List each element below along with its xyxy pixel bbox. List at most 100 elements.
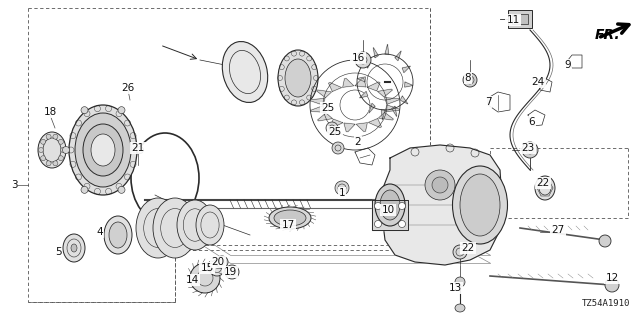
Text: 18: 18 (44, 107, 56, 117)
Text: 15: 15 (200, 263, 214, 273)
Ellipse shape (63, 234, 85, 262)
Polygon shape (344, 123, 355, 132)
Polygon shape (362, 60, 370, 68)
Text: 24: 24 (531, 77, 545, 87)
Polygon shape (317, 113, 332, 121)
Circle shape (355, 52, 371, 68)
Text: 3: 3 (11, 180, 17, 190)
Polygon shape (385, 98, 399, 104)
Polygon shape (369, 119, 381, 127)
Polygon shape (385, 105, 399, 112)
Text: 7: 7 (484, 97, 492, 107)
Circle shape (46, 161, 51, 166)
Circle shape (332, 142, 344, 154)
Text: 8: 8 (465, 73, 471, 83)
Polygon shape (310, 98, 325, 105)
Circle shape (463, 73, 477, 87)
Text: 19: 19 (223, 267, 237, 277)
Circle shape (374, 203, 381, 210)
Ellipse shape (83, 124, 123, 176)
Text: 5: 5 (54, 247, 61, 257)
Ellipse shape (278, 50, 318, 106)
Polygon shape (357, 77, 365, 82)
Text: 20: 20 (211, 257, 225, 267)
Polygon shape (395, 51, 401, 61)
Polygon shape (360, 91, 367, 98)
Text: 22: 22 (536, 178, 550, 188)
Text: 23: 23 (522, 143, 534, 153)
Text: 14: 14 (186, 275, 198, 285)
Polygon shape (378, 112, 394, 120)
Circle shape (522, 142, 538, 158)
Ellipse shape (109, 222, 127, 248)
Text: 10: 10 (381, 205, 395, 215)
Ellipse shape (460, 174, 500, 236)
Ellipse shape (75, 113, 131, 187)
Ellipse shape (269, 207, 311, 229)
Text: 12: 12 (605, 273, 619, 283)
Circle shape (46, 134, 51, 139)
Text: 4: 4 (97, 227, 103, 237)
Polygon shape (373, 47, 378, 58)
Ellipse shape (153, 198, 197, 258)
Polygon shape (385, 44, 388, 54)
Text: 1: 1 (339, 188, 346, 198)
Circle shape (374, 220, 381, 228)
Text: 22: 22 (461, 243, 475, 253)
Circle shape (40, 156, 45, 161)
Circle shape (53, 134, 58, 139)
Polygon shape (392, 106, 397, 116)
Polygon shape (382, 145, 502, 265)
Text: 25: 25 (328, 127, 342, 137)
Circle shape (38, 148, 44, 153)
Ellipse shape (216, 256, 228, 268)
Circle shape (53, 161, 58, 166)
Polygon shape (372, 200, 408, 230)
Polygon shape (400, 96, 408, 104)
Polygon shape (355, 78, 366, 87)
Ellipse shape (452, 166, 508, 244)
Text: 17: 17 (282, 220, 294, 230)
Polygon shape (343, 78, 354, 87)
Ellipse shape (453, 245, 467, 259)
Ellipse shape (177, 200, 213, 250)
Ellipse shape (190, 263, 220, 293)
Circle shape (61, 148, 65, 153)
Text: 2: 2 (355, 137, 362, 147)
Ellipse shape (274, 210, 306, 226)
Circle shape (63, 147, 70, 154)
Ellipse shape (455, 304, 465, 312)
Polygon shape (330, 119, 343, 128)
Circle shape (432, 177, 448, 193)
Polygon shape (404, 82, 413, 87)
Ellipse shape (605, 278, 619, 292)
Polygon shape (381, 109, 385, 120)
Text: 27: 27 (552, 225, 564, 235)
Polygon shape (403, 66, 410, 73)
Circle shape (118, 186, 125, 193)
Text: 16: 16 (351, 53, 365, 63)
Circle shape (81, 107, 88, 114)
Circle shape (425, 170, 455, 200)
Ellipse shape (535, 176, 555, 200)
Circle shape (81, 186, 88, 193)
Polygon shape (369, 103, 375, 113)
Ellipse shape (71, 244, 77, 252)
Text: 6: 6 (529, 117, 535, 127)
Ellipse shape (209, 260, 225, 276)
Text: FR.: FR. (595, 28, 621, 42)
Text: TZ54A1910: TZ54A1910 (582, 299, 630, 308)
Polygon shape (311, 106, 325, 112)
Ellipse shape (222, 42, 268, 102)
Circle shape (118, 107, 125, 114)
Polygon shape (378, 89, 392, 97)
Circle shape (58, 156, 63, 161)
Ellipse shape (285, 59, 311, 97)
Polygon shape (317, 90, 332, 98)
Ellipse shape (455, 277, 465, 287)
Text: 25: 25 (321, 103, 335, 113)
Circle shape (326, 122, 338, 134)
Ellipse shape (225, 265, 239, 279)
Ellipse shape (380, 190, 400, 220)
Ellipse shape (375, 184, 405, 226)
